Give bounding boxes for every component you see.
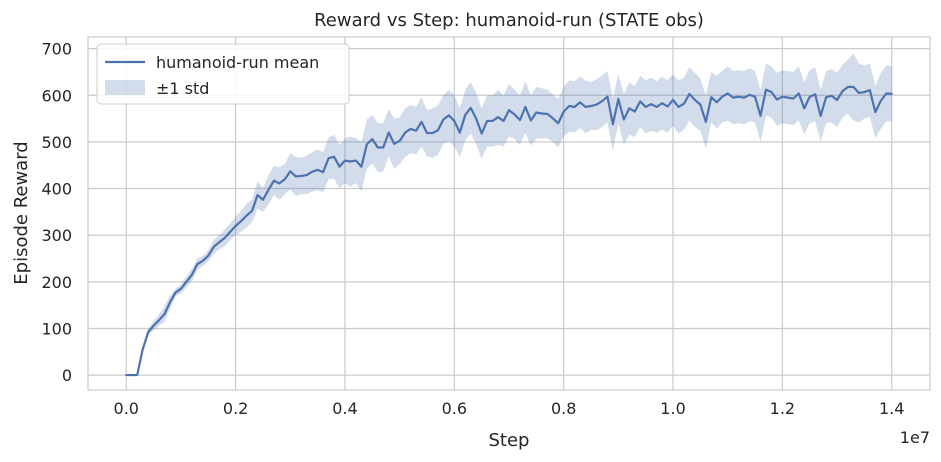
y-tick-label: 600 (41, 86, 72, 105)
y-tick-label: 700 (41, 40, 72, 59)
mean-line (125, 85, 893, 377)
y-axis-label: Episode Reward (11, 141, 32, 284)
y-tick-label: 0 (62, 366, 72, 385)
x-tick-label: 1.4 (879, 399, 904, 418)
y-tick-label: 400 (41, 180, 72, 199)
grid (88, 37, 930, 390)
x-tick-labels: 0.0 0.2 0.4 0.6 0.8 1.0 1.2 1.4 (114, 399, 905, 418)
x-tick-label: 0.2 (223, 399, 248, 418)
x-tick-label: 1.2 (770, 399, 795, 418)
legend-frame (96, 43, 350, 105)
x-offset-label: 1e7 (900, 428, 930, 447)
chart-title: Reward vs Step: humanoid-run (STATE obs) (314, 10, 704, 31)
legend: humanoid-run mean ±1 std (96, 43, 350, 105)
y-tick-labels: 0 100 200 300 400 500 600 700 (41, 40, 72, 385)
x-tick-label: 0.6 (442, 399, 467, 418)
x-tick-label: 1.0 (660, 399, 685, 418)
x-tick-label: 0.0 (114, 399, 139, 418)
plot-frame (87, 36, 931, 391)
y-tick-label: 300 (41, 226, 72, 245)
legend-label-mean: humanoid-run mean (156, 53, 319, 72)
y-tick-label: 100 (41, 319, 72, 338)
mean-line-layer (125, 85, 893, 377)
legend-label-std: ±1 std (156, 79, 209, 98)
x-axis-label: Step (489, 430, 530, 451)
y-tick-label: 200 (41, 273, 72, 292)
x-tick-label: 0.4 (332, 399, 357, 418)
legend-band-swatch (105, 80, 145, 95)
y-tick-label: 500 (41, 133, 72, 152)
x-tick-label: 0.8 (551, 399, 576, 418)
std-band (126, 53, 892, 376)
std-band-layer (126, 53, 892, 376)
